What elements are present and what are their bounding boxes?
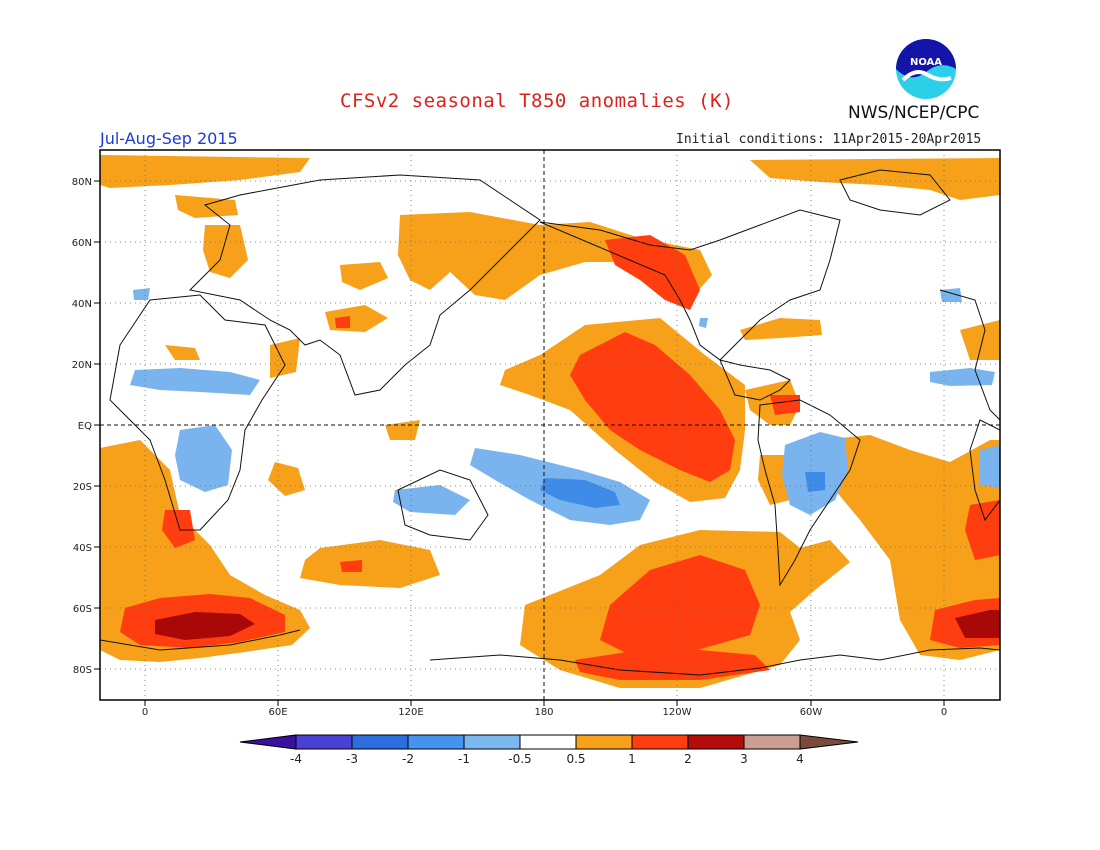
- lat-label: 80N: [72, 177, 92, 188]
- colorbar-label: 3: [740, 752, 748, 766]
- anomaly-blue-regions: [540, 472, 825, 508]
- lat-label: 40S: [73, 543, 92, 554]
- longitude-labels: 0 60E 120E 180 120W 60W 0: [142, 707, 947, 718]
- latitude-labels: 80N 60N 40N 20N EQ 20S 40S 60S 80S: [72, 177, 92, 676]
- colorbar-segment: [687, 734, 745, 750]
- anomaly-darkred-regions: [155, 610, 1000, 640]
- initial-conditions-label: Initial conditions: 11Apr2015-20Apr2015: [676, 132, 982, 147]
- lon-label: 120E: [398, 707, 423, 718]
- season-label: Jul-Aug-Sep 2015: [100, 129, 238, 148]
- colorbar-segment: [351, 734, 409, 750]
- colorbar-label: 2: [684, 752, 692, 766]
- colorbar-segment: [631, 734, 689, 750]
- lon-label: 180: [534, 707, 553, 718]
- lon-label: 0: [941, 707, 947, 718]
- colorbar-label: 4: [796, 752, 804, 766]
- lat-label: 20S: [73, 482, 92, 493]
- colorbar-label: -3: [346, 752, 358, 766]
- colorbar-segment: [407, 734, 465, 750]
- lat-label: 40N: [72, 299, 92, 310]
- noaa-logo-icon: NOAA: [896, 39, 956, 99]
- lon-label: 60E: [268, 707, 287, 718]
- colorbar: [239, 734, 859, 750]
- coastline-outlines: [100, 169, 1000, 676]
- map-plot-area: [100, 150, 1000, 700]
- colorbar-segment: [295, 734, 353, 750]
- lat-label: 60N: [72, 238, 92, 249]
- colorbar-segment: [519, 734, 577, 750]
- colorbar-arrow-left: [239, 734, 297, 750]
- lat-label: 60S: [73, 604, 92, 615]
- colorbar-segment: [575, 734, 633, 750]
- colorbar-labels: -4 -3 -2 -1 -0.5 0.5 1 2 3 4: [290, 752, 804, 766]
- colorbar-segment: [743, 734, 801, 750]
- lat-label: 80S: [73, 665, 92, 676]
- colorbar-label: -1: [458, 752, 470, 766]
- latitude-ticks: [94, 180, 100, 670]
- colorbar-label: 1: [628, 752, 636, 766]
- colorbar-label: 0.5: [566, 752, 585, 766]
- colorbar-segment: [463, 734, 521, 750]
- longitude-ticks: [144, 700, 945, 706]
- map-reference-lines: [100, 150, 1000, 700]
- lat-label: 20N: [72, 360, 92, 371]
- colorbar-label: -4: [290, 752, 302, 766]
- lon-label: 0: [142, 707, 148, 718]
- colorbar-label: -0.5: [508, 752, 531, 766]
- lon-label: 60W: [800, 707, 823, 718]
- colorbar-arrow-right: [799, 734, 859, 750]
- map-title: CFSv2 seasonal T850 anomalies (K): [340, 90, 734, 112]
- lat-label: EQ: [78, 421, 92, 432]
- agency-label: NWS/NCEP/CPC: [848, 103, 980, 123]
- lon-label: 120W: [663, 707, 692, 718]
- colorbar-label: -2: [402, 752, 414, 766]
- svg-text:NOAA: NOAA: [910, 57, 942, 68]
